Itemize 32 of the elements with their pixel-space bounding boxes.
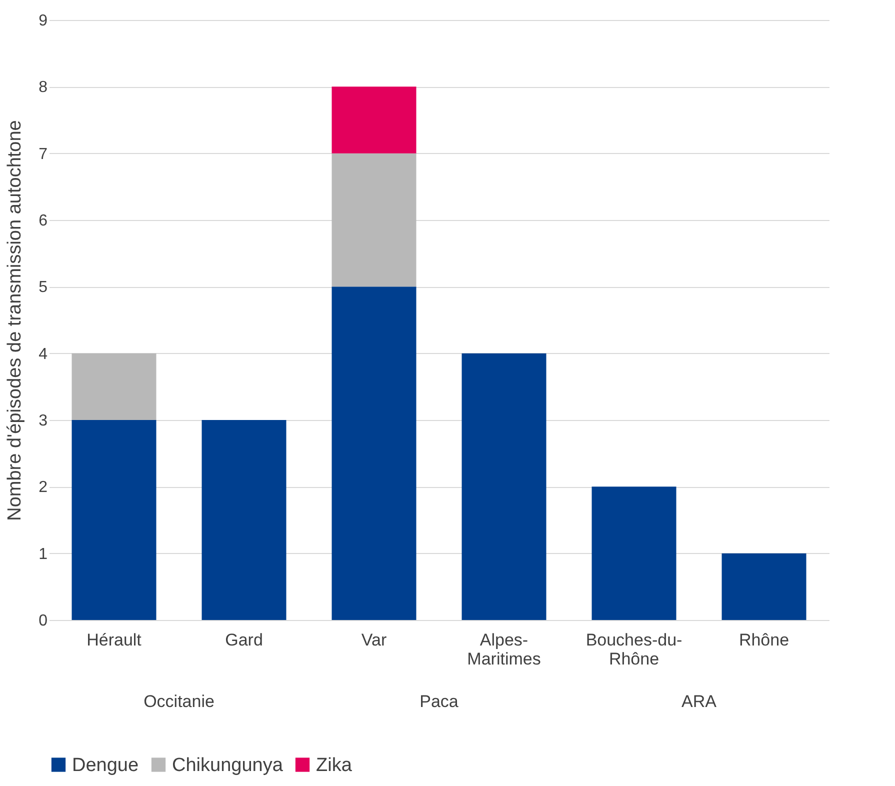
y-tick-label: 7 bbox=[38, 146, 48, 163]
text: ARA bbox=[682, 692, 718, 711]
x-tick-label: Var bbox=[361, 630, 387, 650]
bar bbox=[592, 486, 676, 620]
x-tick-label: Alpes-Maritimes bbox=[467, 630, 541, 668]
x-tick-label: Gard bbox=[225, 630, 263, 650]
x-tick-label: Hérault bbox=[86, 630, 142, 650]
legend-label: Dengue bbox=[72, 754, 139, 776]
bar bbox=[722, 553, 806, 620]
legend-label: Chikungunya bbox=[172, 754, 284, 776]
bar bbox=[332, 153, 416, 287]
y-tick-label: 6 bbox=[38, 212, 48, 230]
text: Occitanie bbox=[144, 692, 214, 711]
y-tick-label: 4 bbox=[38, 346, 48, 363]
y-axis-title: Nombre d'épisodes de transmission autochtone bbox=[4, 120, 26, 521]
legend-label: Zika bbox=[316, 754, 352, 776]
bar bbox=[72, 420, 156, 620]
bar bbox=[72, 353, 156, 420]
y-tick-label: 0 bbox=[38, 612, 48, 630]
bar bbox=[462, 353, 546, 620]
y-tick-label: 3 bbox=[38, 412, 48, 430]
y-tick-label: 9 bbox=[38, 12, 48, 30]
y-tick-label: 8 bbox=[38, 79, 48, 96]
y-tick-label: 2 bbox=[38, 479, 48, 496]
y-tick-label: 5 bbox=[38, 279, 48, 296]
bar bbox=[202, 420, 286, 620]
bar bbox=[332, 286, 416, 620]
x-tick-label: Bouches-du-Rhône bbox=[586, 630, 682, 668]
x-tick-label: Rhône bbox=[738, 630, 790, 650]
bar bbox=[332, 86, 416, 154]
text: Paca bbox=[420, 692, 459, 711]
y-tick-label: 1 bbox=[38, 546, 48, 563]
